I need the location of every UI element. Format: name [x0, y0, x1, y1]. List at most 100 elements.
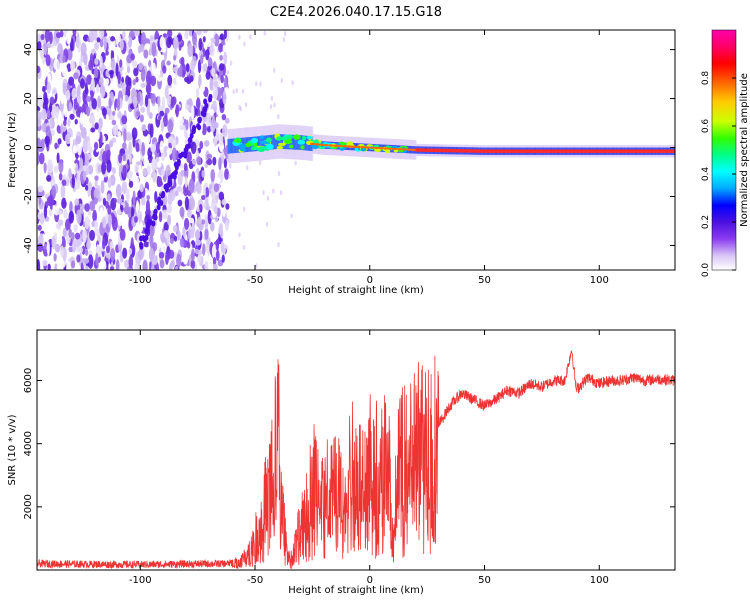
noise-blob: [146, 194, 151, 201]
noise-blob: [54, 243, 61, 253]
carrier-core: [447, 148, 451, 153]
noise-blob: [205, 186, 210, 199]
noise-speck: [283, 31, 287, 37]
carrier-band: [277, 134, 280, 149]
noise-blob: [204, 260, 209, 270]
noise-blob: [41, 122, 48, 133]
noise-blob: [151, 62, 156, 75]
carrier-core: [420, 148, 423, 152]
noise-blob: [140, 82, 146, 88]
noise-blob: [82, 103, 86, 113]
x-tick-label: 50: [478, 275, 491, 286]
noise-blob: [175, 104, 180, 118]
noise-blob: [79, 157, 84, 169]
noise-blob: [190, 59, 196, 71]
diagonal-track-blob: [187, 142, 192, 149]
noise-blob: [101, 150, 108, 165]
noise-blob: [212, 263, 218, 270]
carrier-core-spot: [374, 146, 380, 150]
noise-blob: [151, 157, 157, 173]
carrier-peak: [284, 139, 293, 144]
noise-blob: [85, 96, 92, 103]
noise-blob: [180, 56, 185, 66]
noise-blob: [106, 105, 110, 113]
noise-blob: [173, 55, 177, 61]
noise-blob: [144, 43, 151, 50]
diagonal-track-blob: [197, 116, 202, 123]
noise-blob: [58, 172, 63, 181]
noise-blob: [206, 153, 213, 160]
noise-blob: [94, 228, 101, 237]
noise-blob: [176, 253, 182, 268]
noise-blob: [106, 193, 111, 202]
carrier-core: [518, 149, 522, 153]
noise-blob: [193, 75, 199, 84]
noise-blob: [209, 43, 215, 57]
carrier-core: [514, 149, 517, 153]
noise-blob: [142, 124, 147, 132]
noise-blob: [117, 65, 124, 72]
noise-blob: [168, 263, 173, 270]
colorbar-tick-label: 0.2: [701, 215, 711, 229]
noise-blob: [209, 257, 214, 264]
carrier-peak: [239, 147, 247, 152]
noise-blob: [46, 241, 50, 255]
noise-blob: [69, 136, 74, 147]
noise-blob: [79, 247, 83, 254]
noise-blob: [206, 38, 212, 48]
noise-blob: [67, 261, 71, 270]
carrier-band: [296, 135, 299, 150]
noise-blob: [121, 115, 128, 125]
noise-speck: [246, 165, 249, 171]
noise-blob: [94, 122, 99, 130]
snr-ylabel: SNR (10 * v/v): [7, 414, 18, 485]
noise-blob: [148, 112, 153, 120]
noise-blob: [89, 229, 96, 242]
noise-blob: [103, 36, 107, 51]
noise-blob: [133, 95, 138, 109]
diagonal-track-blob: [180, 151, 185, 158]
noise-blob: [166, 36, 172, 49]
noise-blob: [43, 41, 48, 56]
noise-blob: [204, 228, 209, 240]
noise-blob: [56, 60, 60, 70]
noise-blob: [45, 54, 51, 67]
colorbar-label: Normalized spectral amplitude: [739, 73, 750, 227]
noise-blob: [39, 212, 45, 225]
noise-blob: [222, 44, 229, 52]
noise-blob: [76, 254, 81, 263]
noise-blob: [73, 72, 79, 80]
noise-blob: [222, 90, 227, 105]
noise-blob: [166, 60, 171, 66]
y-tick-label: -40: [23, 237, 34, 253]
carrier-core: [578, 149, 582, 153]
colorbar-tick-label: 0.6: [701, 119, 711, 134]
carrier-core: [631, 149, 634, 153]
noise-blob: [86, 106, 91, 117]
noise-blob: [200, 54, 204, 65]
carrier-core: [537, 149, 540, 153]
noise-blob: [53, 165, 59, 173]
carrier-band: [257, 136, 260, 151]
carrier-core-spot: [410, 148, 416, 152]
diagonal-track-blob: [176, 158, 181, 165]
carrier-peak: [374, 148, 382, 152]
noise-blob: [196, 30, 202, 36]
carrier-core: [663, 149, 666, 153]
noise-blob: [158, 251, 165, 259]
carrier-core: [431, 148, 435, 152]
noise-speck: [238, 105, 241, 111]
noise-blob: [157, 180, 163, 187]
noise-blob: [122, 142, 127, 150]
noise-blob: [121, 181, 127, 195]
carrier-core: [610, 149, 614, 153]
noise-blob: [75, 135, 82, 145]
noise-blob: [65, 188, 71, 204]
carrier-peak: [281, 136, 288, 141]
noise-blob: [94, 180, 98, 188]
noise-blob: [187, 106, 192, 112]
noise-blob: [223, 77, 228, 88]
carrier-core: [475, 149, 478, 153]
noise-blob: [162, 65, 167, 74]
noise-blob: [72, 144, 78, 154]
